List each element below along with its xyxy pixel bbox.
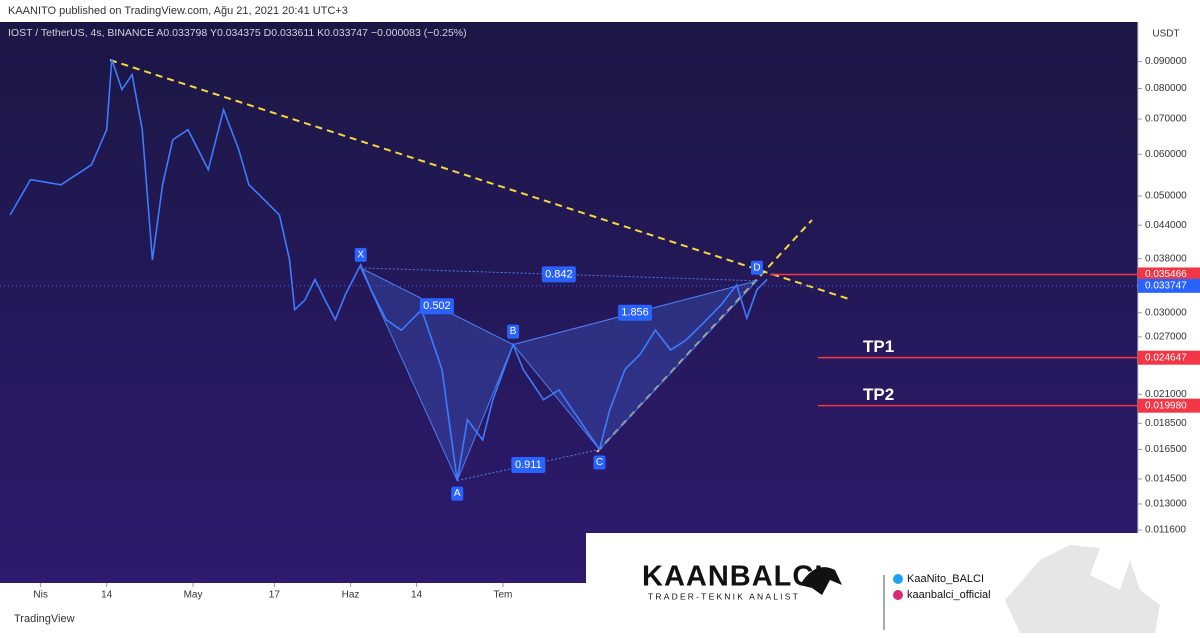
ratio-box [419, 298, 454, 315]
instagram-icon [893, 590, 903, 600]
y-tick-label: 0.014500 [1145, 474, 1187, 485]
price-line [9, 59, 768, 481]
price-label-box [1138, 267, 1200, 282]
twitter-handle: KaaNito_BALCI [907, 573, 984, 585]
x-tick-label: May [184, 590, 203, 601]
x-tick-label: 17 [269, 590, 281, 601]
x-tick-label: Haz [342, 590, 360, 601]
y-tick-label: 0.080000 [1145, 83, 1187, 94]
y-tick-label: 0.013000 [1145, 499, 1187, 510]
ratio-box [541, 266, 576, 283]
bull-art [1005, 545, 1160, 633]
price-label: 0.024647 [1145, 352, 1187, 363]
pattern-point [507, 324, 520, 339]
x-tick-label: 14 [411, 590, 423, 601]
currency: USDT [1152, 29, 1179, 40]
ratio-label: 1.856 [621, 307, 649, 319]
published-line: KAANITO published on TradingView.com, Ağ… [8, 5, 348, 17]
pattern-point-label: X [357, 250, 364, 261]
twitter-icon [893, 574, 903, 584]
logo-tagline: TRADER-TEKNIK ANALIST [648, 591, 800, 601]
ratio-label: 0.502 [423, 300, 451, 312]
y-tick-label: 0.018500 [1145, 418, 1187, 429]
pattern-point-label: B [510, 326, 517, 337]
pattern-point-label: D [753, 262, 760, 273]
logo-bull [800, 567, 842, 595]
symbol-legend: IOST / TetherUS, 4s, BINANCE A0.033798 Y… [8, 27, 467, 39]
y-tick-label: 0.044000 [1145, 220, 1187, 231]
y-tick-label: 0.038000 [1145, 253, 1187, 264]
price-label: 0.019980 [1145, 400, 1187, 411]
pattern-point [593, 455, 606, 470]
target-label: TP2 [863, 385, 894, 404]
x-tick-label: 14 [101, 590, 113, 601]
footer-brand: TradingView [14, 613, 75, 625]
pattern-point-label: A [454, 488, 461, 499]
logo: KAANBALCI [642, 561, 823, 593]
trend-line [109, 59, 853, 301]
ratio-label: 0.842 [545, 268, 573, 280]
y-tick-label: 0.090000 [1145, 56, 1187, 67]
pattern-point [451, 486, 464, 501]
ratio-box [618, 304, 653, 321]
price-label-box [1138, 398, 1200, 413]
y-tick-label: 0.060000 [1145, 149, 1187, 160]
price-label: 0.033747 [1145, 280, 1187, 291]
x-tick-label: Nis [33, 590, 47, 601]
y-tick-label: 0.021000 [1145, 389, 1187, 400]
pattern-point [354, 247, 367, 262]
price-label-box [1138, 278, 1200, 293]
y-tick-label: 0.016500 [1145, 444, 1187, 455]
y-tick-label: 0.027000 [1145, 331, 1187, 342]
currency-badge [1149, 27, 1183, 41]
y-tick-label: 0.030000 [1145, 307, 1187, 318]
ratio-box [511, 457, 546, 474]
pattern-point [750, 260, 763, 275]
price-label: 0.035466 [1145, 269, 1187, 280]
price-label-box [1138, 350, 1200, 365]
instagram-handle: kaanbalci_official [907, 589, 991, 601]
y-tick-label: 0.050000 [1145, 191, 1187, 202]
target-label: TP1 [863, 337, 894, 356]
x-tick-label: Tem [494, 590, 513, 601]
pattern-point-label: C [596, 457, 603, 468]
y-tick-label: 0.011600 [1145, 525, 1186, 536]
marks: 0.090000 0.080000 0.070000 0.060000 0.050000… [0, 56, 1200, 601]
y-tick-label: 0.070000 [1145, 114, 1187, 125]
ratio-label: 0.911 [515, 459, 542, 471]
plot-area [0, 22, 1138, 583]
price-axis [1138, 22, 1200, 583]
